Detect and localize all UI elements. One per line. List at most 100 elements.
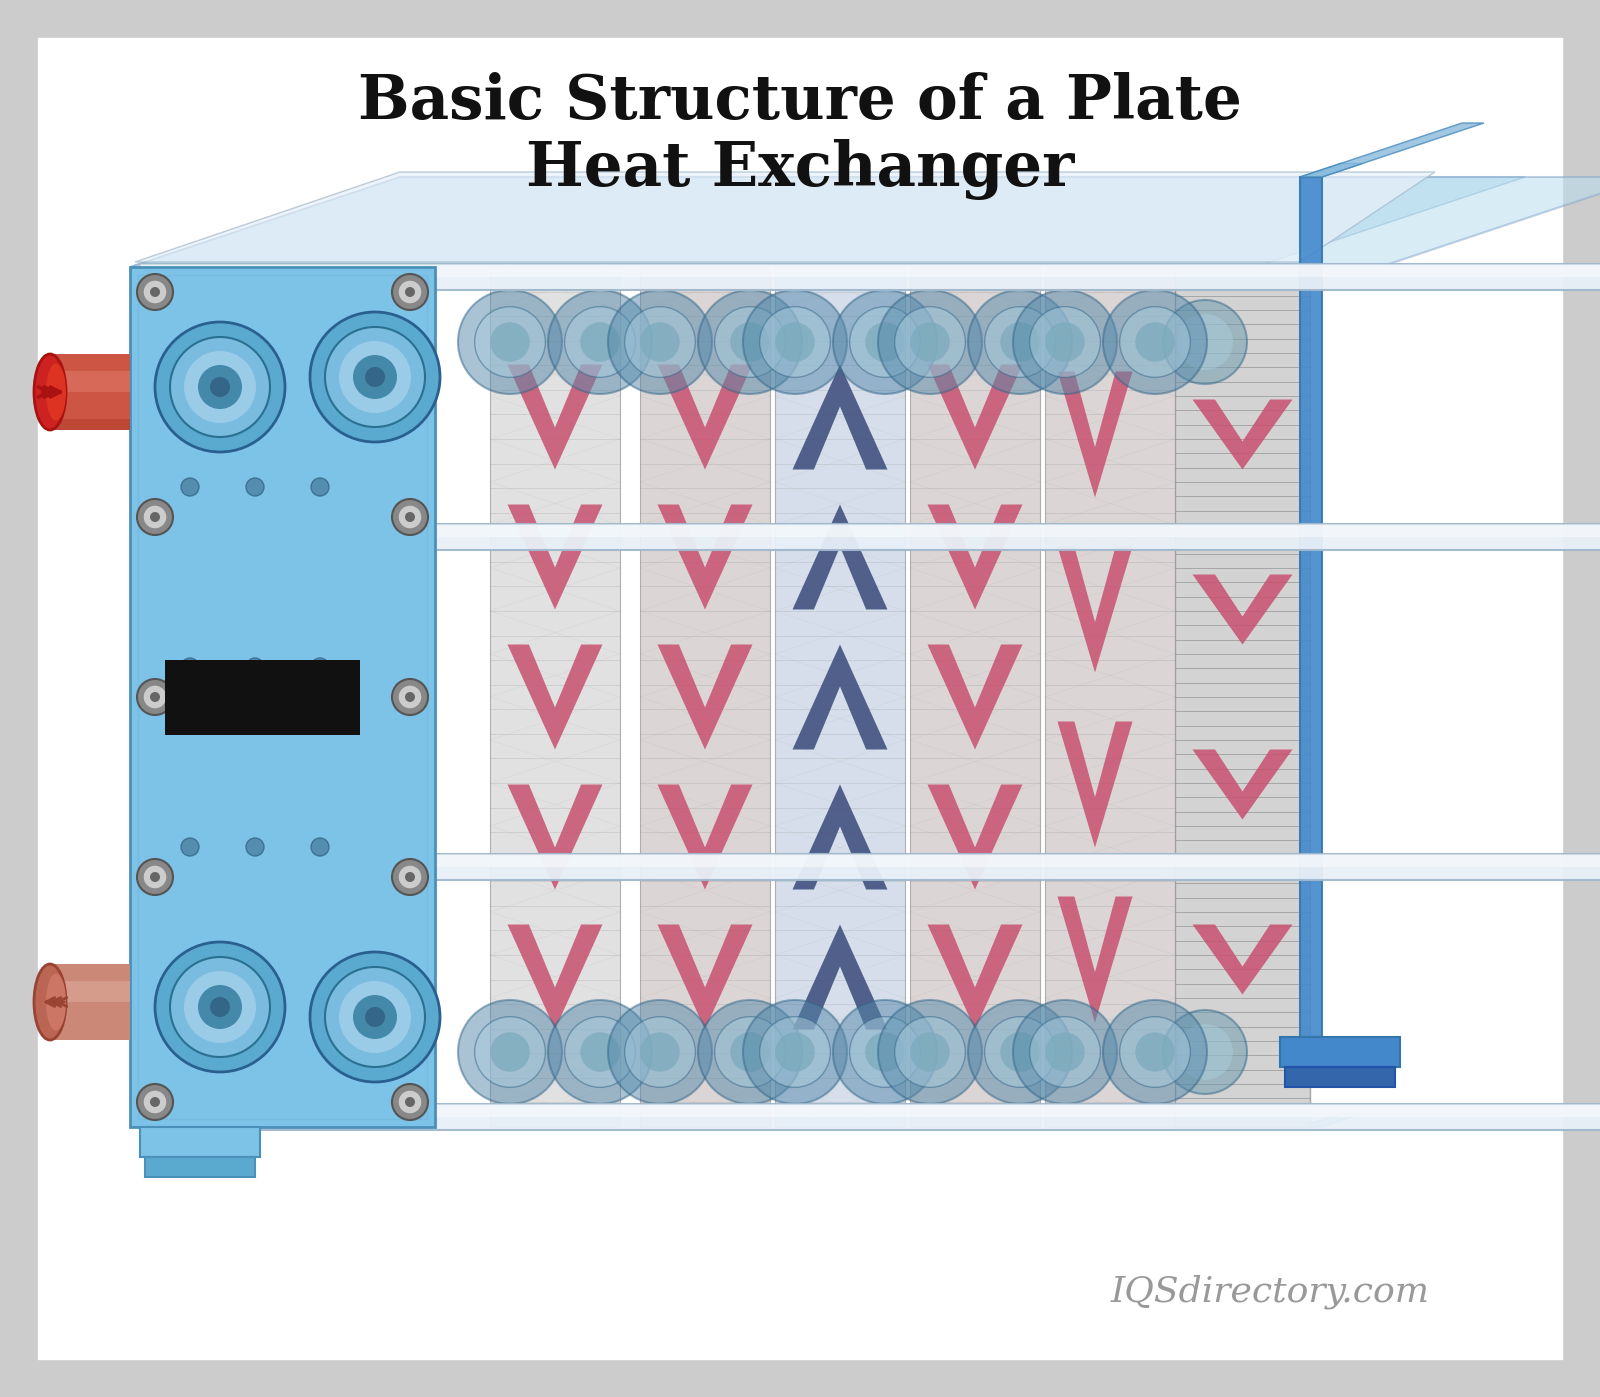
Circle shape: [138, 274, 173, 310]
Circle shape: [365, 1007, 386, 1027]
Circle shape: [866, 323, 904, 362]
Circle shape: [910, 1032, 950, 1071]
Bar: [50, 981, 130, 1002]
Circle shape: [184, 351, 256, 423]
Circle shape: [715, 306, 786, 377]
Circle shape: [1102, 1000, 1206, 1104]
Circle shape: [1045, 1032, 1085, 1071]
Circle shape: [150, 511, 160, 522]
Circle shape: [910, 323, 950, 362]
Circle shape: [184, 971, 256, 1044]
Circle shape: [834, 1000, 938, 1104]
Circle shape: [547, 291, 653, 394]
Circle shape: [742, 1000, 846, 1104]
Circle shape: [181, 1018, 198, 1037]
Circle shape: [1120, 1017, 1190, 1087]
Circle shape: [198, 365, 242, 409]
Circle shape: [581, 323, 619, 362]
Circle shape: [354, 995, 397, 1039]
Circle shape: [878, 1000, 982, 1104]
Circle shape: [1136, 323, 1174, 362]
Circle shape: [730, 1032, 770, 1071]
Circle shape: [354, 355, 397, 400]
Circle shape: [581, 1032, 619, 1071]
Circle shape: [365, 367, 386, 387]
Ellipse shape: [46, 363, 66, 420]
Polygon shape: [792, 644, 888, 750]
Circle shape: [458, 1000, 562, 1104]
Ellipse shape: [34, 353, 66, 430]
Circle shape: [850, 306, 920, 377]
Circle shape: [405, 1097, 414, 1106]
Circle shape: [142, 865, 166, 888]
Circle shape: [170, 957, 270, 1058]
Polygon shape: [141, 1104, 1600, 1130]
Ellipse shape: [46, 974, 66, 1031]
Circle shape: [155, 321, 285, 453]
Circle shape: [547, 1000, 653, 1104]
Polygon shape: [1058, 897, 1133, 1023]
Polygon shape: [792, 365, 888, 469]
Circle shape: [138, 499, 173, 535]
Polygon shape: [1192, 750, 1293, 820]
Bar: [50, 372, 130, 393]
Circle shape: [968, 291, 1072, 394]
Circle shape: [730, 323, 770, 362]
Text: Basic Structure of a Plate: Basic Structure of a Plate: [358, 73, 1242, 131]
Circle shape: [138, 859, 173, 895]
Polygon shape: [792, 785, 888, 890]
Polygon shape: [130, 177, 1600, 267]
Circle shape: [246, 838, 264, 856]
Circle shape: [608, 291, 712, 394]
Circle shape: [210, 997, 230, 1017]
Circle shape: [984, 306, 1056, 377]
Circle shape: [155, 942, 285, 1071]
Polygon shape: [141, 854, 1600, 880]
Circle shape: [1136, 1032, 1174, 1071]
Circle shape: [640, 1032, 680, 1071]
Circle shape: [1120, 306, 1190, 377]
Polygon shape: [507, 644, 603, 750]
Polygon shape: [1058, 721, 1133, 848]
Polygon shape: [910, 267, 1040, 1127]
Circle shape: [398, 279, 422, 305]
Circle shape: [246, 1018, 264, 1037]
Circle shape: [866, 1032, 904, 1071]
Circle shape: [339, 341, 411, 414]
Circle shape: [392, 274, 429, 310]
Circle shape: [850, 1017, 920, 1087]
Bar: [50, 353, 130, 430]
Bar: [165, 659, 360, 735]
Circle shape: [878, 291, 982, 394]
Circle shape: [181, 658, 198, 676]
Polygon shape: [792, 925, 888, 1030]
Polygon shape: [507, 925, 603, 1030]
Polygon shape: [134, 172, 1435, 263]
Circle shape: [405, 286, 414, 298]
Circle shape: [142, 279, 166, 305]
Circle shape: [1102, 291, 1206, 394]
Circle shape: [198, 985, 242, 1030]
Polygon shape: [928, 644, 1022, 750]
Polygon shape: [507, 785, 603, 890]
Circle shape: [894, 306, 965, 377]
Circle shape: [246, 658, 264, 676]
Circle shape: [310, 951, 440, 1083]
Polygon shape: [658, 785, 752, 890]
Circle shape: [475, 1017, 546, 1087]
Circle shape: [405, 511, 414, 522]
Circle shape: [150, 872, 160, 882]
Circle shape: [405, 872, 414, 882]
Circle shape: [624, 1017, 696, 1087]
Circle shape: [405, 692, 414, 703]
Polygon shape: [658, 925, 752, 1030]
Circle shape: [776, 323, 814, 362]
Circle shape: [310, 658, 330, 676]
Polygon shape: [1058, 372, 1133, 497]
Polygon shape: [1058, 546, 1133, 672]
Polygon shape: [141, 1104, 1600, 1118]
Circle shape: [776, 1032, 814, 1071]
Circle shape: [210, 377, 230, 397]
Circle shape: [392, 859, 429, 895]
Circle shape: [181, 478, 198, 496]
